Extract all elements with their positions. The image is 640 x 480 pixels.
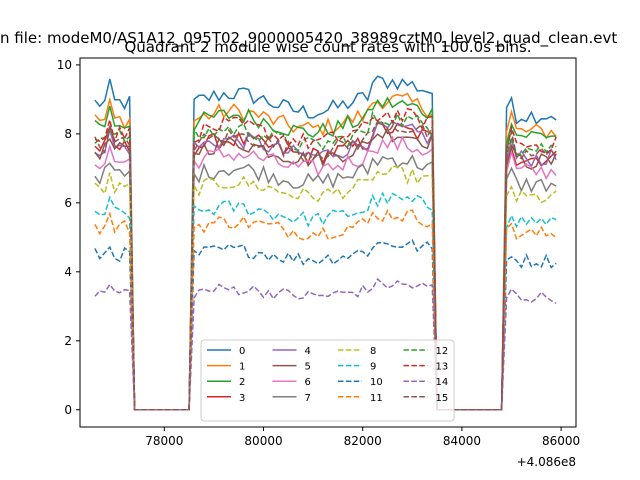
x-tick-label: 78000: [145, 434, 183, 448]
legend-label-14: 14: [436, 377, 449, 388]
legend-label-5: 5: [305, 362, 311, 373]
y-tick-label: 0: [64, 403, 72, 417]
y-tick-label: 2: [64, 334, 72, 348]
y-tick-label: 10: [57, 58, 72, 72]
legend-label-2: 2: [239, 377, 245, 388]
legend-label-3: 3: [239, 393, 245, 404]
legend-label-4: 4: [305, 346, 311, 357]
x-tick-label: 84000: [443, 434, 481, 448]
x-tick-label: 82000: [344, 434, 382, 448]
legend-label-7: 7: [305, 393, 311, 404]
legend-box: [200, 339, 455, 422]
legend-label-13: 13: [436, 362, 449, 373]
series-line-11: [94, 208, 557, 411]
x-axis-offset-label: +4.086e8: [517, 455, 576, 469]
y-tick-label: 6: [64, 196, 72, 210]
y-tick-label: 8: [64, 127, 72, 141]
legend-label-0: 0: [239, 346, 245, 357]
x-axis: 78000 80000 82000 84000 86000: [145, 427, 580, 448]
legend-label-6: 6: [305, 377, 311, 388]
legend-label-8: 8: [370, 346, 376, 357]
legend-label-9: 9: [370, 362, 376, 373]
y-tick-label: 4: [64, 265, 72, 279]
figure-suptitle: n file: modeM0/AS1A12_095T02_9000005420_…: [0, 29, 617, 48]
x-tick-label: 80000: [244, 434, 282, 448]
legend-label-10: 10: [370, 377, 383, 388]
legend-label-11: 11: [370, 393, 383, 404]
chart-title: Quadrant 2 module wise count rates with …: [124, 38, 531, 56]
x-tick-label: 86000: [542, 434, 580, 448]
legend-label-1: 1: [239, 362, 245, 373]
plot-frame: [79, 57, 577, 428]
legend-label-15: 15: [436, 393, 449, 404]
y-axis: 0 2 4 6 8 10: [57, 58, 80, 417]
legend-label-12: 12: [436, 346, 449, 357]
